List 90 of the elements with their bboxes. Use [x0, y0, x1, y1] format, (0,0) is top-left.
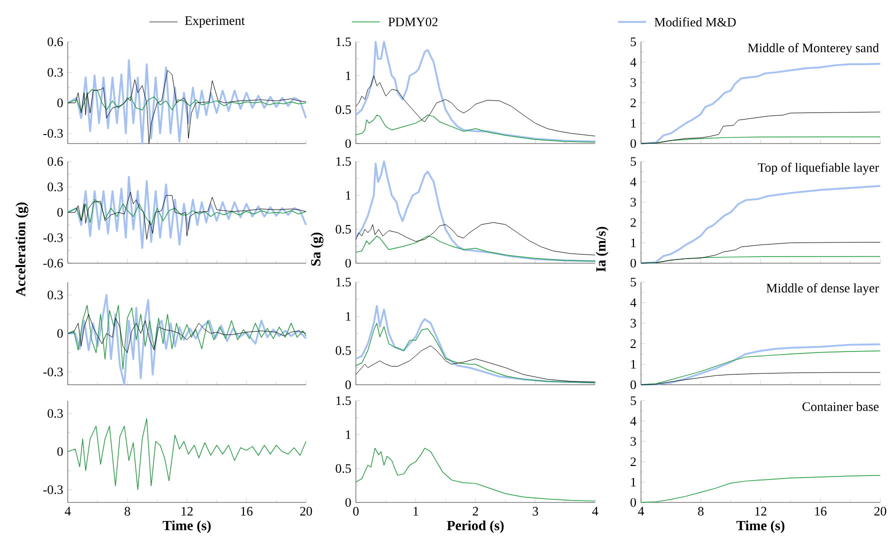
y-tick-label: 0.3	[48, 182, 63, 192]
y-tick-label: 0.3	[48, 290, 63, 300]
y-tick-label: 1	[631, 118, 636, 128]
y-tick-label: 0.5	[336, 105, 351, 114]
line-series	[67, 199, 306, 226]
y-tick-label: -0.3	[43, 367, 63, 376]
x-tick-label: 12	[755, 506, 766, 516]
x-tick-label: 4	[64, 506, 71, 516]
y-tick-label: 1.5	[336, 278, 351, 286]
y-tick-label: 0	[345, 380, 351, 390]
annotation: Top of liquefiable layer	[758, 162, 879, 174]
y-tick-label: 1.5	[336, 37, 351, 46]
y-tick-label: 1	[346, 312, 351, 320]
line-series	[66, 176, 307, 249]
y-tick-label: 4	[630, 177, 636, 186]
y-axis-title: Acceleration (g)	[16, 202, 28, 296]
y-tick-label: 4	[630, 58, 636, 66]
y-tick-label: -0.3	[43, 233, 63, 242]
y-tick-label: 0	[345, 139, 351, 148]
y-tick-label: 0.5	[336, 224, 351, 234]
legend-label: Experiment	[185, 16, 245, 28]
y-tick-label: 3	[630, 436, 636, 446]
y-tick-label: 1	[631, 360, 636, 368]
y-tick-label: 0	[57, 328, 63, 338]
annotation: Middle of dense layer	[766, 283, 879, 296]
x-tick-label: 20	[874, 506, 886, 516]
y-tick-label: 1.5	[336, 157, 351, 166]
x-tick-label: 8	[124, 506, 130, 516]
y-tick-label: 0.6	[48, 37, 63, 46]
y-tick-label: 0.3	[48, 68, 63, 77]
y-tick-label: 2	[630, 457, 636, 466]
y-tick-label: 1	[346, 71, 351, 80]
y-tick-label: 0	[345, 258, 351, 268]
y-tick-label: 0.5	[336, 464, 351, 473]
line-series	[68, 192, 306, 240]
y-tick-label: 4	[630, 416, 636, 426]
y-tick-label: 0	[630, 258, 636, 268]
annotation: Middle of Monterey sand	[748, 42, 879, 55]
line-series	[67, 418, 306, 490]
y-tick-label: 1	[631, 238, 636, 247]
y-tick-label: 0	[345, 498, 351, 507]
x-tick-label: 4	[592, 506, 598, 516]
y-tick-label: 0	[630, 498, 636, 507]
y-tick-label: 2	[630, 218, 636, 227]
x-tick-label: 3	[532, 506, 538, 516]
y-tick-label: 3	[630, 198, 636, 206]
y-tick-label: 0.3	[48, 408, 63, 418]
y-tick-label: 5	[630, 157, 636, 166]
y-tick-label: 5	[630, 37, 636, 46]
x-tick-label: 1	[414, 506, 418, 516]
y-axis-title: Sa (g)	[310, 232, 324, 266]
y-tick-label: 1	[346, 190, 351, 200]
legend-label: Modified M&D	[654, 17, 736, 26]
y-tick-label: 5	[630, 278, 636, 286]
y-tick-label: -0.6	[43, 258, 63, 268]
x-tick-label: 20	[300, 506, 312, 516]
y-tick-label: 0.5	[336, 346, 351, 355]
x-tick-label: 8	[698, 506, 704, 516]
x-tick-label: 12	[182, 506, 193, 516]
y-tick-label: 2	[630, 339, 636, 348]
legend-label: PDMY02	[388, 17, 438, 26]
y-tick-label: 4	[630, 298, 636, 307]
y-tick-label: 0	[57, 98, 63, 108]
annotation: Container base	[802, 402, 879, 411]
y-tick-label: 0	[630, 139, 636, 148]
x-tick-label: 2	[472, 506, 478, 516]
x-axis-title: Time (s)	[736, 520, 784, 533]
line-series	[67, 304, 306, 370]
y-tick-label: 0	[57, 447, 63, 456]
y-tick-label: 5	[630, 396, 636, 405]
y-tick-label: 3	[630, 78, 636, 87]
y-tick-label: 1	[346, 430, 351, 439]
y-tick-label: 1	[631, 478, 636, 486]
x-axis-title: Period (s)	[446, 520, 504, 533]
y-tick-label: 0.6	[48, 156, 63, 166]
y-axis-title: Ia (m/s)	[596, 226, 608, 272]
y-tick-label: 0	[630, 380, 636, 390]
line-series	[354, 40, 596, 142]
y-tick-label: 0	[57, 208, 63, 217]
y-tick-label: -0.3	[43, 485, 63, 494]
y-tick-label: 3	[630, 318, 636, 328]
x-tick-label: 16	[815, 506, 827, 516]
line-series	[354, 160, 596, 262]
y-tick-label: 2	[630, 98, 636, 108]
y-tick-label: -0.3	[43, 128, 63, 138]
x-axis-title: Time (s)	[162, 520, 211, 533]
y-tick-label: 1.5	[336, 396, 351, 405]
x-tick-label: 4	[638, 506, 644, 516]
x-tick-label: 16	[241, 506, 253, 516]
x-tick-label: 0	[353, 506, 359, 516]
